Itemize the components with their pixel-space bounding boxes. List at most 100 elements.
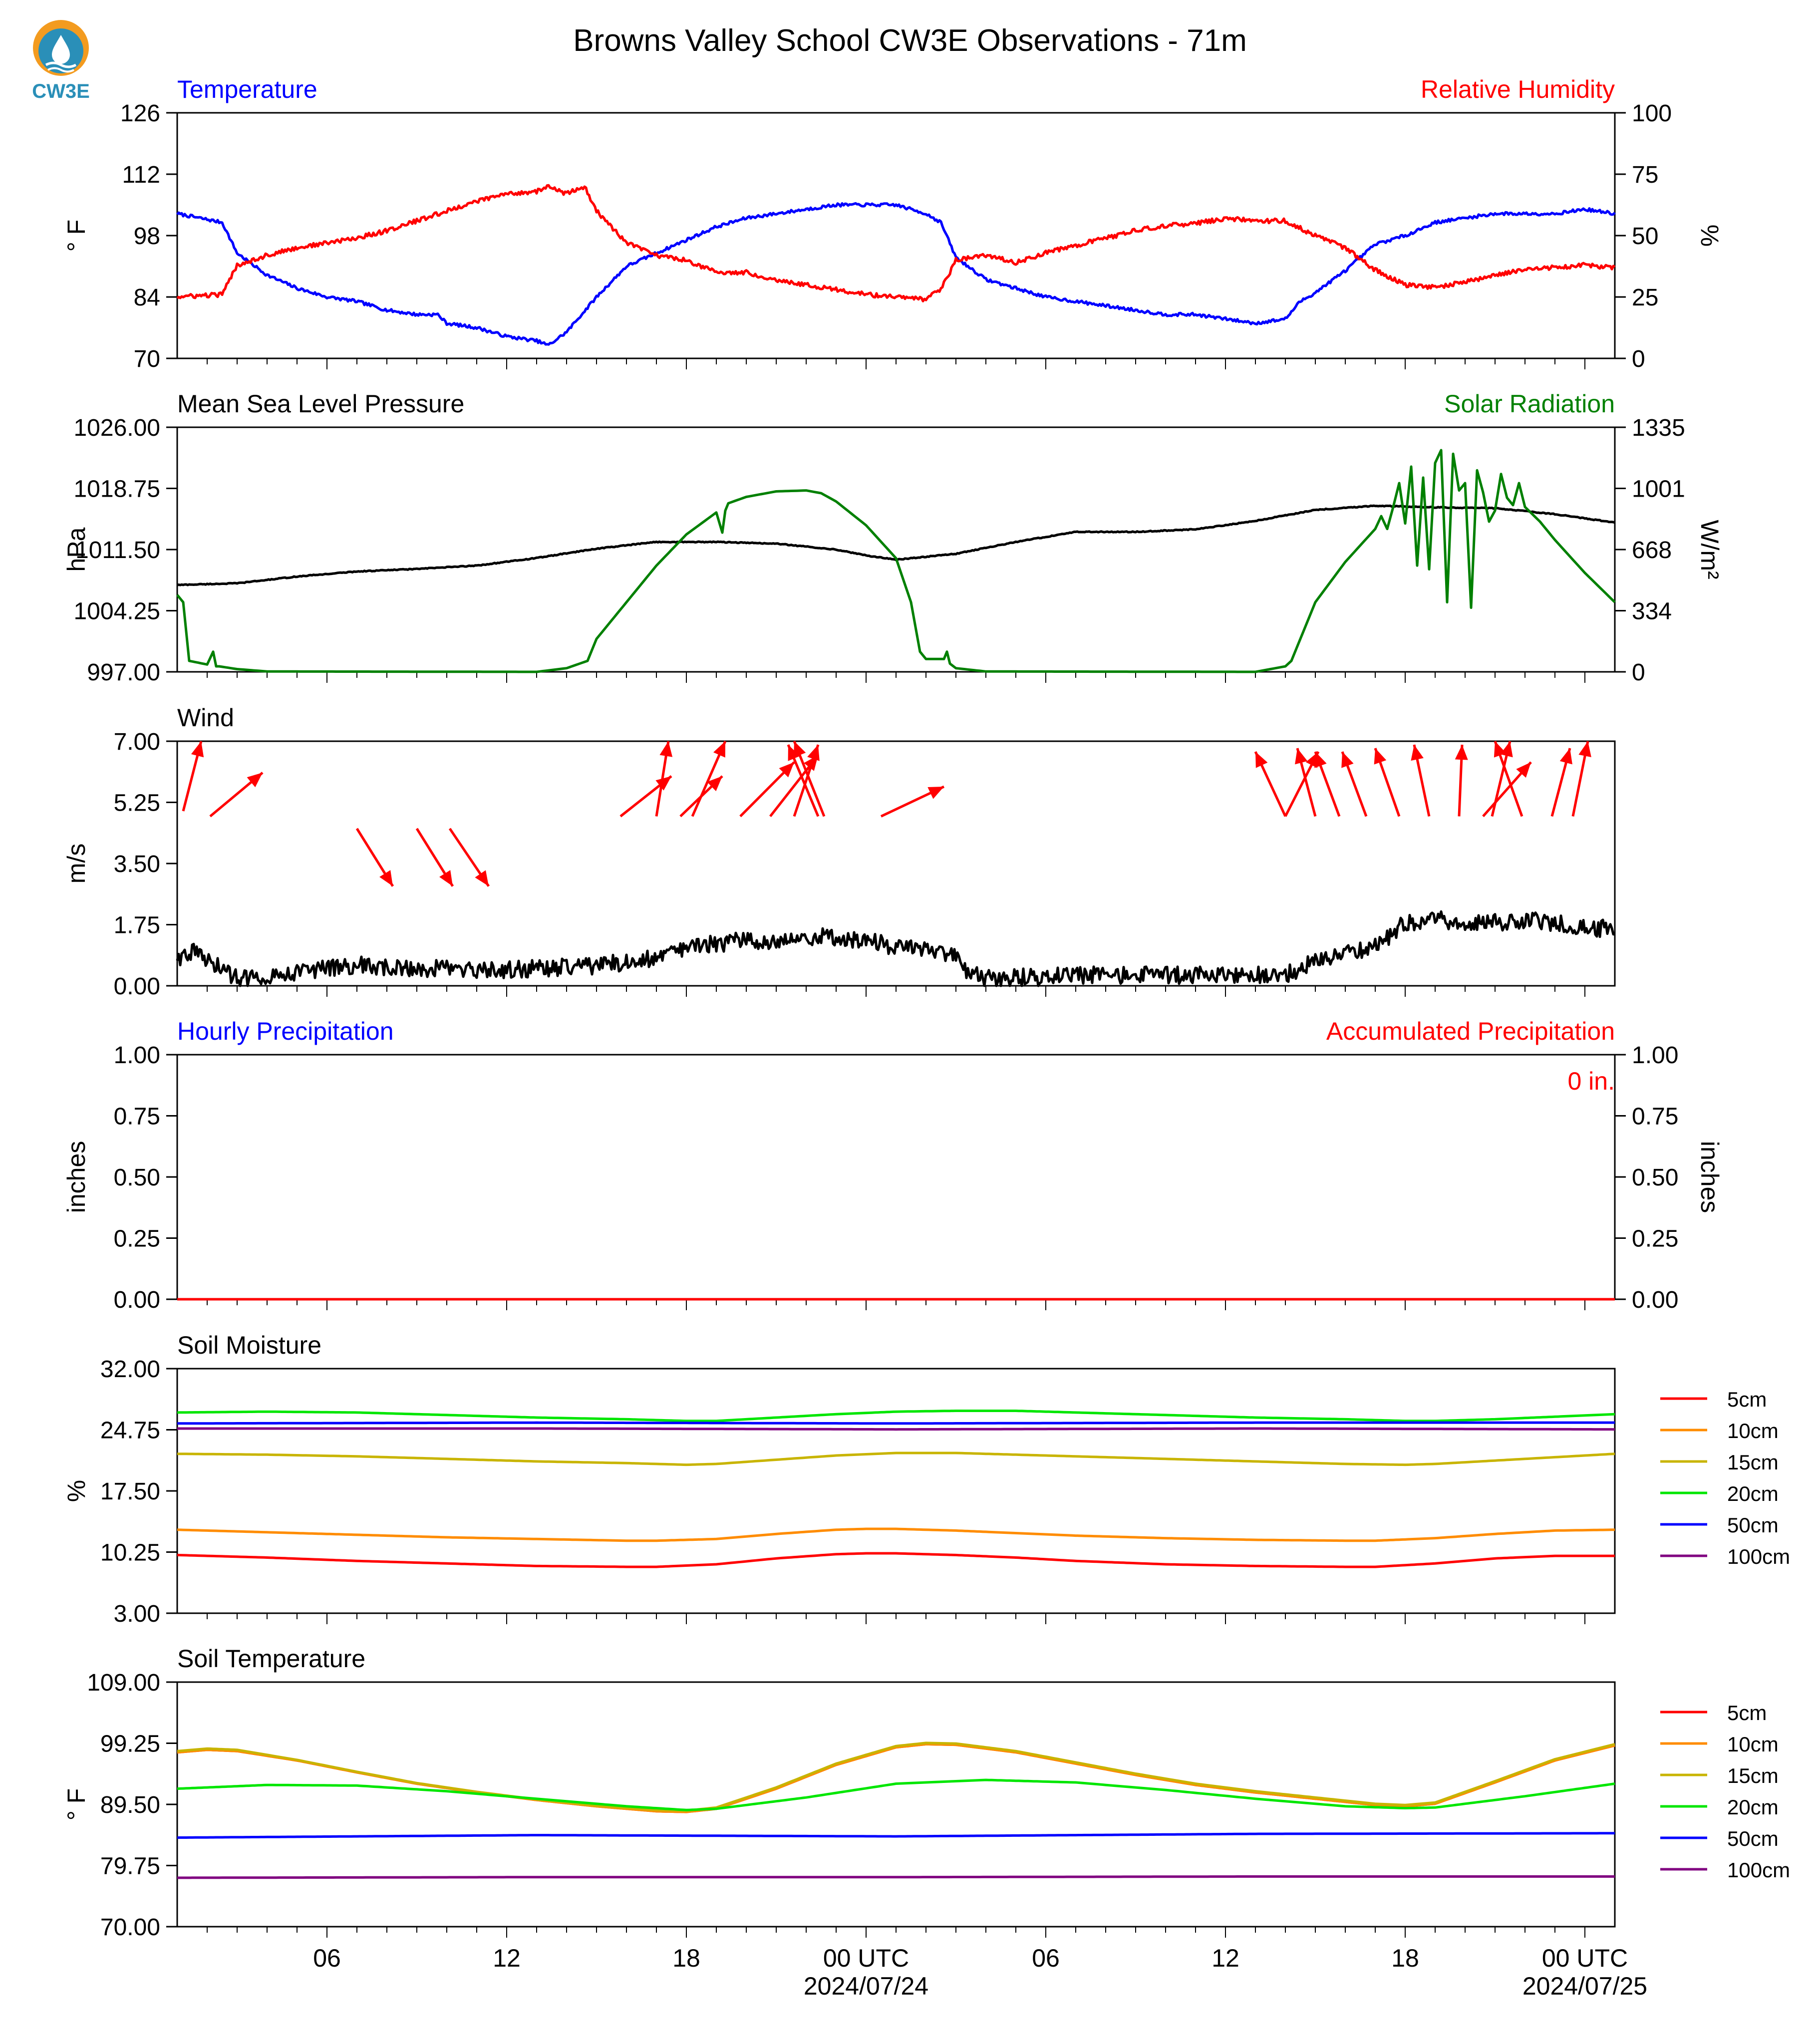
water-drop-icon: CW3E — [32, 20, 90, 102]
series-line-15cm — [177, 1451, 1615, 1466]
wind-arrow-head — [779, 762, 794, 778]
y-tick-label: 126 — [120, 100, 160, 127]
y-tick-label: 0.00 — [114, 1287, 160, 1313]
y-tick-label: 109.00 — [87, 1670, 160, 1696]
wind-arrow-head — [1578, 741, 1591, 757]
series-line-relative-humidity — [176, 184, 1616, 302]
y2-axis-label: % — [1696, 225, 1724, 247]
panel-title-right: Relative Humidity — [1421, 75, 1615, 103]
wind-arrow-head — [475, 870, 489, 886]
series-line-20cm — [177, 1410, 1615, 1423]
wind-arrow-head — [1295, 748, 1308, 765]
y-tick-label: 112 — [122, 162, 160, 188]
y-tick-label: 3.50 — [114, 851, 160, 877]
panel-title-left: Soil Temperature — [177, 1645, 365, 1673]
wind-arrow-head — [794, 741, 806, 758]
y-tick-label: 24.75 — [100, 1418, 160, 1444]
panel-title-left: Wind — [177, 704, 234, 732]
cw3e-logo: CW3E — [26, 18, 96, 103]
series-line-50cm — [177, 1421, 1615, 1425]
y-tick-label: 1.00 — [114, 1042, 160, 1069]
y2-axis-label: inches — [1696, 1141, 1724, 1213]
wind-arrow-head — [1516, 762, 1531, 778]
y-axis-label: ° F — [62, 1788, 90, 1820]
panel-pressure-solar — [176, 426, 1616, 673]
panel-title-left: Hourly Precipitation — [177, 1017, 394, 1045]
legend-label: 10cm — [1727, 1733, 1779, 1756]
wind-arrow-head — [1494, 741, 1507, 758]
legend-label: 50cm — [1727, 1513, 1779, 1537]
y-tick-label: 79.75 — [100, 1853, 160, 1880]
wind-arrow-head — [379, 870, 393, 886]
legend-label: 100cm — [1727, 1545, 1790, 1568]
x-tick-label: 06 — [1032, 1944, 1060, 1972]
legend-label: 10cm — [1727, 1419, 1779, 1443]
y-tick-label: 1026.00 — [73, 415, 160, 441]
x-tick-label: 12 — [1212, 1944, 1239, 1972]
series-line-100cm — [177, 1427, 1615, 1431]
legend-label: 5cm — [1727, 1701, 1767, 1725]
wind-arrow-head — [707, 776, 722, 792]
panel-soil-moisture — [176, 1368, 1616, 1614]
y2-tick-label: 0.50 — [1632, 1164, 1678, 1191]
y-axis-label: inches — [62, 1141, 90, 1213]
panel-title-right: Accumulated Precipitation — [1326, 1017, 1615, 1045]
wind-arrow-head — [1255, 752, 1268, 768]
panel-title-right: Solar Radiation — [1444, 390, 1615, 418]
wind-arrow-head — [1341, 752, 1354, 768]
x-date-label: 2024/07/24 — [804, 1972, 928, 2000]
series-line-wind — [176, 910, 1615, 987]
series-line-20cm — [177, 1778, 1615, 1811]
legend-label: 5cm — [1727, 1388, 1767, 1411]
series-line-mean-sea-level-pressure — [177, 504, 1615, 586]
y-tick-label: 98 — [134, 223, 160, 250]
panel-title-left: Soil Moisture — [177, 1331, 321, 1359]
series-line-100cm — [177, 1875, 1615, 1879]
legend-label: 15cm — [1727, 1450, 1779, 1474]
y-tick-label: 3.00 — [114, 1601, 160, 1627]
x-tick-label: 00 UTC — [823, 1944, 909, 1972]
logo-text: CW3E — [32, 80, 90, 102]
wind-arrow-head — [1455, 745, 1468, 760]
y-axis-label: % — [62, 1480, 90, 1502]
wind-arrow-head — [927, 787, 944, 799]
series-line-temperature — [176, 202, 1616, 346]
y2-tick-label: 0 — [1632, 346, 1645, 372]
x-tick-label: 00 UTC — [1542, 1944, 1628, 1972]
y-axis-label: ° F — [62, 220, 90, 252]
y-tick-label: 0.50 — [114, 1164, 160, 1191]
panel-title-left: Mean Sea Level Pressure — [177, 390, 464, 418]
wind-arrow-head — [713, 741, 725, 758]
wind-arrow-head — [1559, 748, 1572, 765]
y-tick-label: 0.00 — [114, 973, 160, 1000]
wind-arrow-head — [439, 870, 453, 886]
legend-label: 20cm — [1727, 1482, 1779, 1505]
y2-tick-label: 0.00 — [1632, 1287, 1678, 1313]
panel-precip — [176, 1054, 1616, 1300]
series-line-15cm — [177, 1741, 1615, 1812]
y-tick-label: 1018.75 — [73, 476, 160, 503]
y-tick-label: 1.75 — [114, 912, 160, 939]
series-line-solar-radiation — [176, 449, 1616, 673]
y-tick-label: 5.25 — [114, 790, 160, 817]
series-line-10cm — [177, 1527, 1615, 1542]
legend-label: 50cm — [1727, 1827, 1779, 1850]
y2-tick-label: 0 — [1632, 659, 1645, 686]
y-tick-label: 70.00 — [100, 1914, 160, 1941]
wind-arrow-head — [247, 773, 263, 788]
wind-arrow-head — [1314, 752, 1327, 768]
y2-tick-label: 1.00 — [1632, 1042, 1678, 1069]
x-tick-label: 12 — [493, 1944, 521, 1972]
y-axis-label: m/s — [62, 844, 90, 884]
x-date-label: 2024/07/25 — [1522, 1972, 1647, 2000]
legend-label: 15cm — [1727, 1764, 1779, 1787]
y-tick-label: 1011.50 — [75, 537, 160, 564]
y-tick-label: 32.00 — [100, 1356, 160, 1383]
x-tick-label: 06 — [313, 1944, 341, 1972]
y2-tick-label: 50 — [1632, 223, 1658, 250]
x-tick-label: 18 — [1391, 1944, 1419, 1972]
y-tick-label: 89.50 — [100, 1792, 160, 1818]
page-title: Browns Valley School CW3E Observations -… — [573, 23, 1247, 58]
y2-tick-label: 75 — [1632, 162, 1658, 188]
